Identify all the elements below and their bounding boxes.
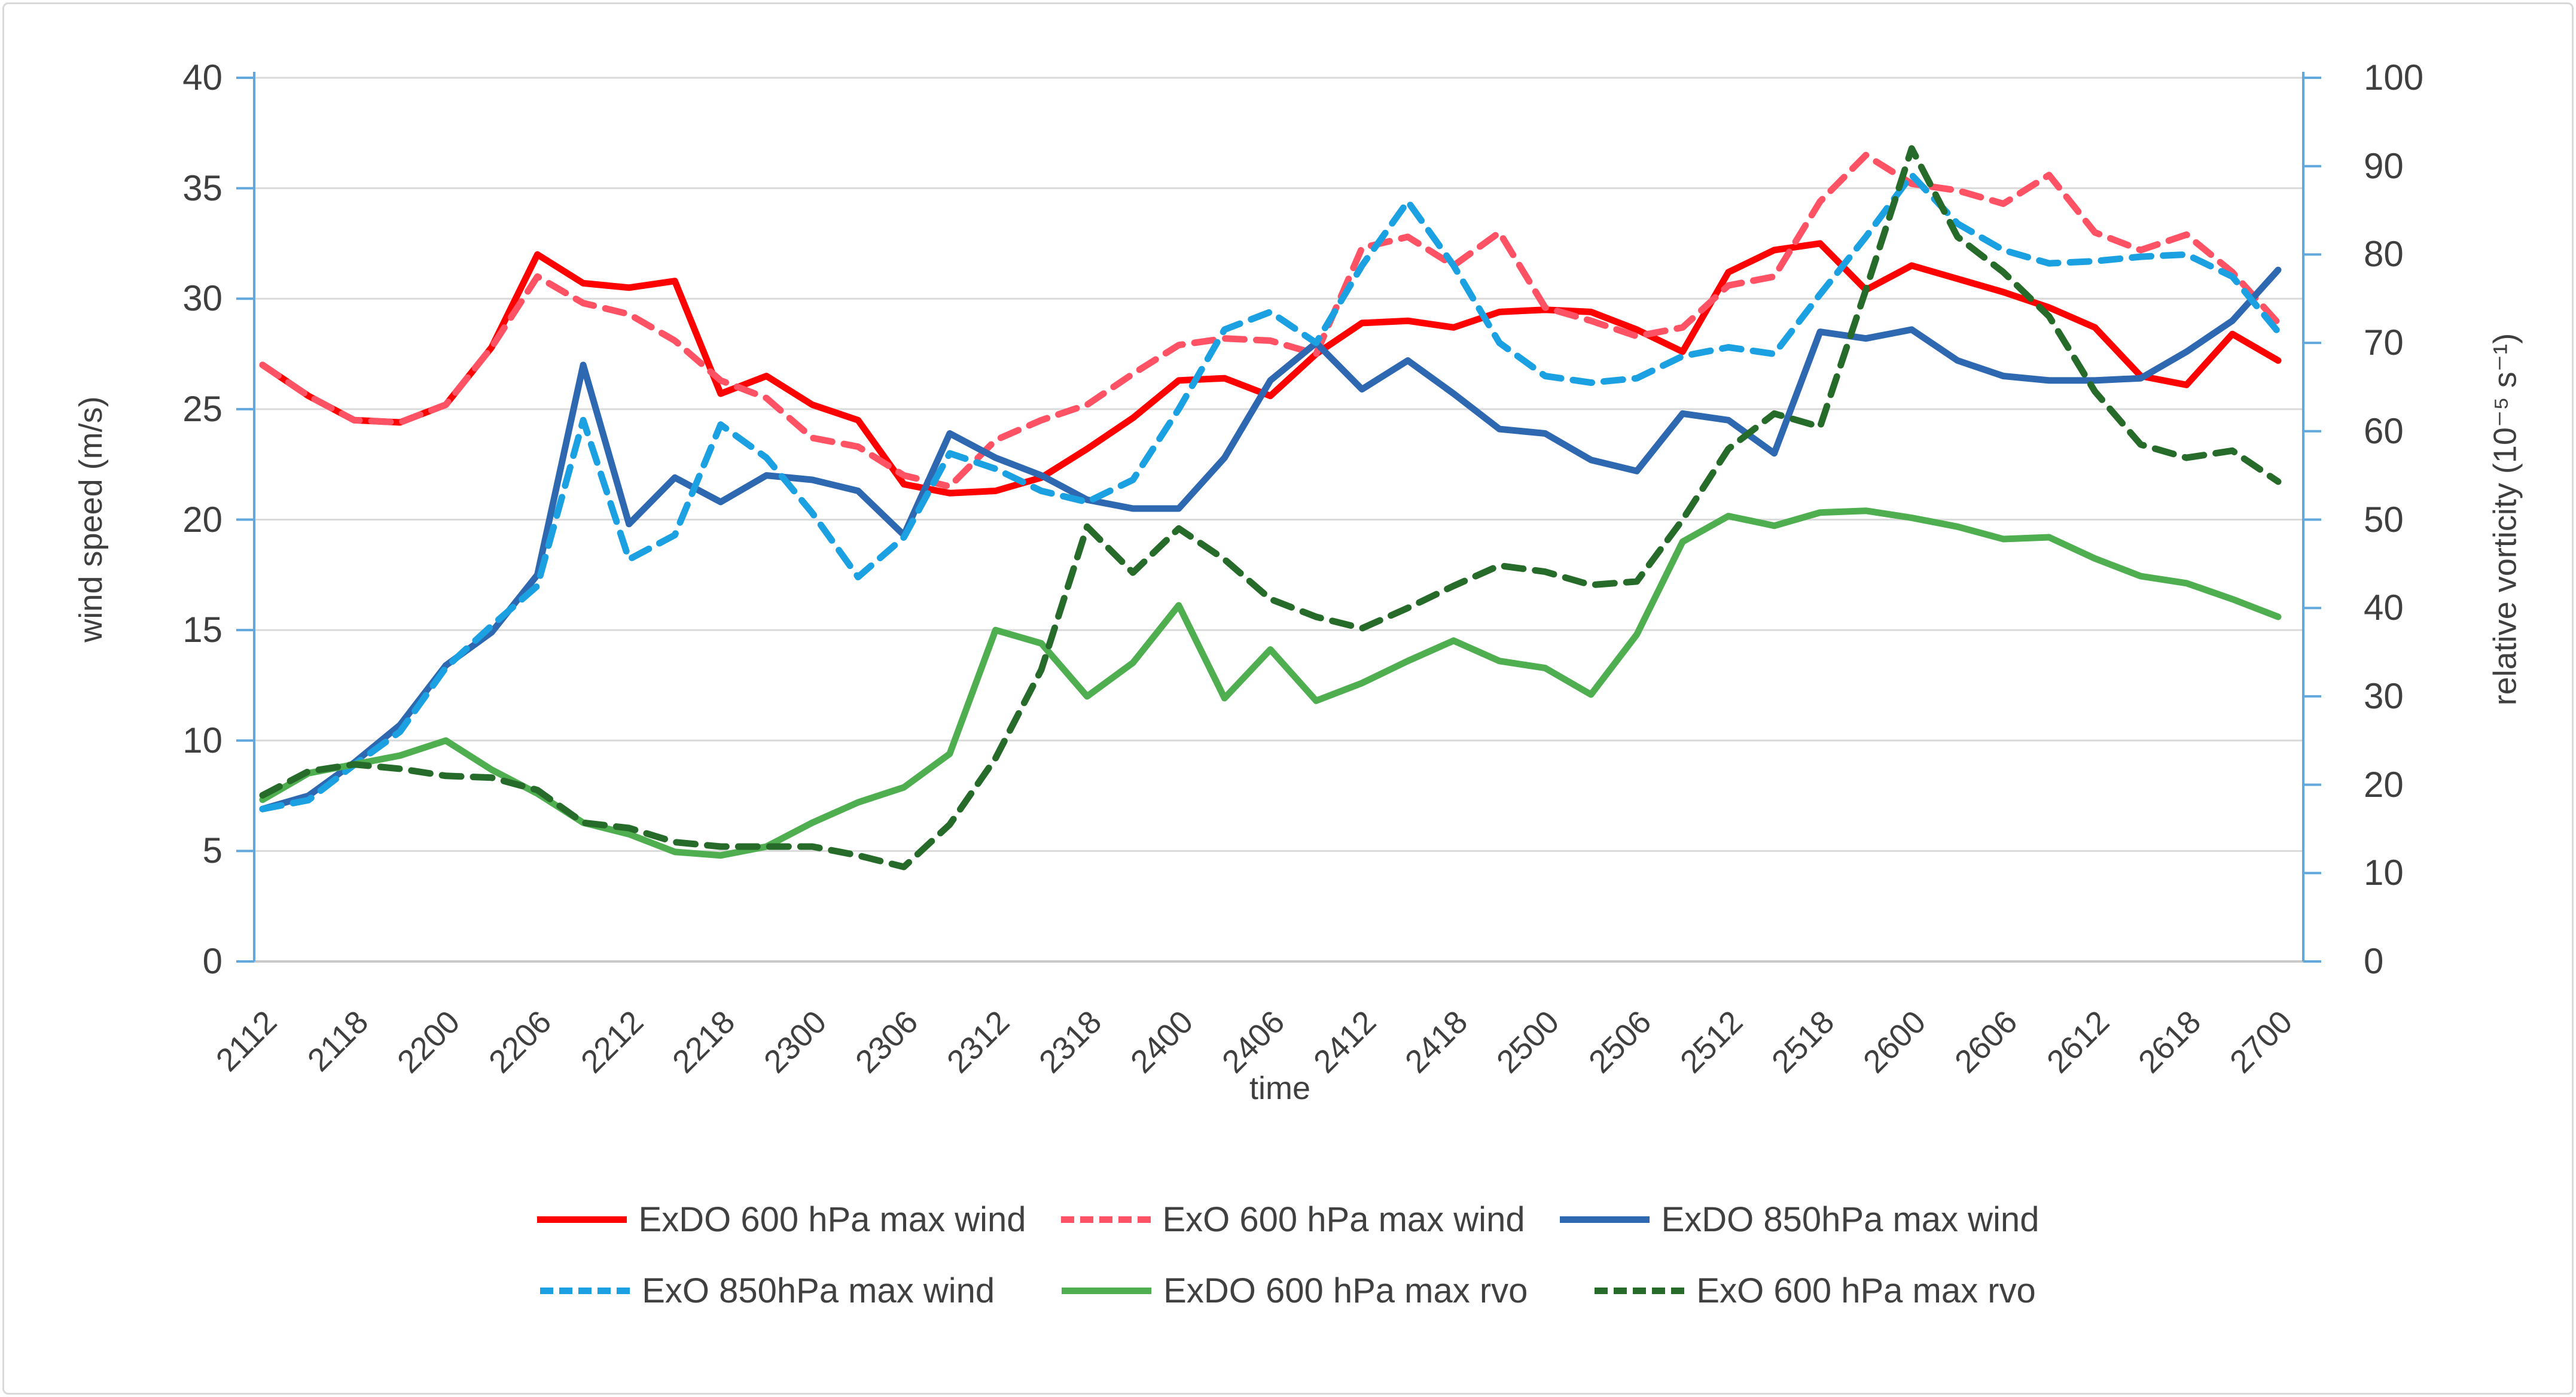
series-line-0 (259, 240, 2282, 497)
left-axis-tick-label: 35 (182, 168, 222, 208)
series-line-5 (259, 145, 2282, 871)
right-axis-tick-label: 80 (2364, 234, 2404, 275)
legend-row-2: ExO 850hPa max wind ExDO 600 hPa max rvo… (540, 1271, 2036, 1311)
legend-label: ExO 600 hPa max wind (1162, 1200, 1525, 1239)
right-axis-tick-label: 10 (2364, 853, 2404, 893)
left-axis-tick-label: 20 (182, 499, 222, 540)
x-axis-title: time (1249, 1070, 1311, 1106)
right-axis-tick-label: 40 (2364, 588, 2404, 628)
right-axis-tick-label: 20 (2364, 764, 2404, 805)
legend-swatch-lightblue-dashed-line (540, 1288, 630, 1294)
left-axis-tick-label: 15 (182, 610, 222, 650)
left-axis-tick-label: 0 (202, 941, 222, 981)
right-axis-tick-label: 90 (2364, 145, 2404, 186)
legend-swatch-blue-solid-line (1559, 1216, 1650, 1223)
legend-row-1: ExDO 600 hPa max wind ExO 600 hPa max wi… (536, 1200, 2040, 1240)
legend-swatch-green-solid-line (1062, 1288, 1152, 1294)
legend-item-exdo-600-wind: ExDO 600 hPa max wind (536, 1200, 1026, 1240)
legend-item-exdo-850-wind: ExDO 850hPa max wind (1559, 1200, 2040, 1240)
legend-label: ExO 600 hPa max rvo (1696, 1271, 2036, 1310)
legend-label: ExDO 850hPa max wind (1661, 1200, 2040, 1239)
legend-item-exo-600-wind: ExO 600 hPa max wind (1060, 1200, 1525, 1240)
legend-item-exdo-600-rvo: ExDO 600 hPa max rvo (1062, 1271, 1528, 1311)
right-axis-tick-label: 0 (2364, 941, 2384, 981)
left-axis-title: wind speed (m/s) (73, 396, 109, 643)
legend-swatch-red-solid-line (536, 1216, 627, 1223)
legend-swatch-darkgreen-dashed-line (1595, 1288, 1685, 1294)
right-axis-tick-label: 30 (2364, 675, 2404, 716)
left-axis-tick-label: 30 (182, 278, 222, 319)
right-axis-tick-label: 70 (2364, 322, 2404, 363)
right-axis-tick-label: 60 (2364, 410, 2404, 451)
chart-legend: ExDO 600 hPa max wind ExO 600 hPa max wi… (0, 1200, 2576, 1311)
legend-swatch-pink-dashed-line (1060, 1216, 1151, 1223)
legend-item-exo-600-rvo: ExO 600 hPa max rvo (1595, 1271, 2036, 1311)
right-axis-title: relative vorticity (10⁻⁵ s⁻¹) (2487, 333, 2523, 706)
right-axis-tick-label: 100 (2364, 57, 2424, 98)
legend-label: ExDO 600 hPa max wind (638, 1200, 1026, 1239)
legend-item-exo-850-wind: ExO 850hPa max wind (540, 1271, 995, 1311)
legend-label: ExO 850hPa max wind (642, 1271, 995, 1310)
series-line-1 (259, 151, 2282, 490)
series-line-4 (259, 507, 2282, 859)
right-axis-tick-label: 50 (2364, 499, 2404, 540)
left-axis-tick-label: 5 (202, 830, 222, 871)
left-axis-tick-label: 10 (182, 720, 222, 760)
left-axis-tick-label: 40 (182, 57, 222, 98)
legend-label: ExDO 600 hPa max rvo (1163, 1271, 1528, 1310)
left-axis-tick-label: 25 (182, 388, 222, 429)
series-line-2 (259, 266, 2282, 812)
